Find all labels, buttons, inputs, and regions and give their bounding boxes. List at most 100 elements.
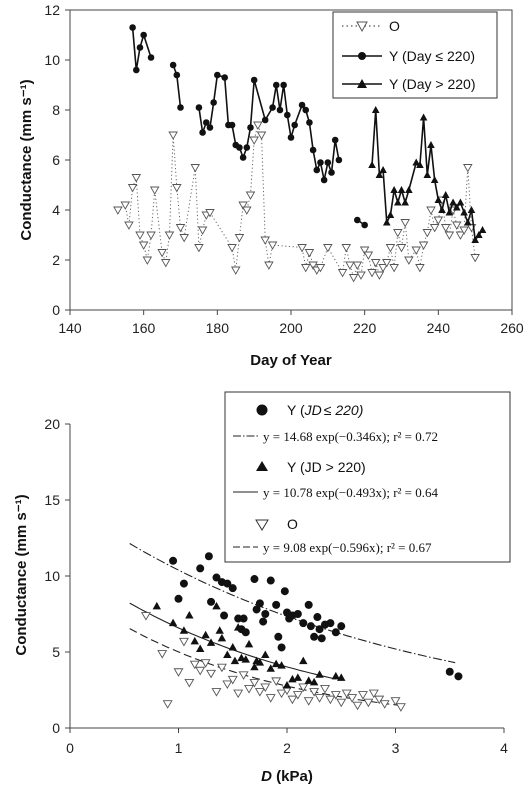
bottom-series-y-late-point — [206, 638, 216, 646]
top-series-o-point — [227, 244, 237, 253]
bottom-series-o-point — [287, 695, 298, 705]
bottom-series-o-point — [173, 668, 184, 677]
bottom-series-y-late-point — [212, 601, 221, 610]
bottom-series-y-early-point — [266, 576, 275, 585]
top-series-y-early-point — [261, 116, 269, 124]
bottom-series-y-early-point — [277, 643, 286, 652]
top-series-o-point — [245, 191, 256, 200]
bottom-series-y-late-point — [241, 655, 250, 663]
top-series-o-point — [451, 221, 462, 230]
top-series-y-late-point — [423, 171, 432, 178]
top-series-y-late-point — [456, 198, 465, 206]
top-series-y-late-point — [401, 198, 409, 206]
top-series-o-point — [164, 231, 175, 240]
top-series-y-early-point — [169, 61, 177, 69]
bottom-series-o-point — [178, 637, 189, 647]
bottom-series-o-point — [341, 689, 352, 699]
bottom-series-y-late-point — [230, 656, 240, 665]
bottom-series-y-early-point — [241, 628, 250, 637]
bottom-series-y-late-point — [277, 661, 286, 669]
top-series-y-late-point — [390, 186, 398, 193]
top-y-tick-label: 12 — [44, 2, 60, 18]
bottom-series-o-point — [352, 701, 363, 711]
bottom-series-y-late-point — [244, 639, 254, 648]
top-legend-o-marker — [356, 21, 368, 33]
top-x-tick-label: 140 — [58, 320, 82, 336]
top-series-o-point — [160, 259, 171, 268]
top-series-y-late-point — [412, 158, 421, 166]
bottom-series-y-early-point — [293, 610, 302, 618]
top-series-y-late-point — [427, 141, 435, 148]
top-series-y-early-point — [302, 106, 310, 114]
top-y-axis-label: Conductance (mm s⁻¹) — [18, 79, 35, 240]
top-series-o-point — [323, 244, 333, 253]
top-series-o-point — [356, 271, 366, 280]
bottom-series-y-late-point — [337, 673, 346, 681]
top-series-y-early-point — [214, 71, 221, 79]
bottom-series-y-late-point — [190, 636, 199, 645]
top-x-axis-label: Day of Year — [250, 352, 332, 369]
bottom-legend-y-late-label: Y (JD > 220) — [287, 459, 366, 475]
bottom-series-y-early-point — [454, 672, 463, 681]
bottom-series-o-point — [347, 694, 358, 703]
bottom-series-y-late-point — [266, 664, 275, 672]
top-legend-y-late-marker — [357, 79, 367, 88]
top-legend-o-label: O — [389, 18, 400, 34]
bottom-series-y-early-point — [204, 552, 213, 561]
top-series-y-early-line — [172, 64, 182, 108]
bottom-fit-o-curve — [129, 628, 401, 707]
top-series-y-early-point — [328, 169, 335, 176]
top-series-o-point — [205, 209, 215, 218]
top-series-y-early-point — [136, 44, 144, 51]
top-series-y-early-point — [147, 54, 155, 61]
top-series-y-early-point — [236, 144, 243, 151]
top-series-y-late-point — [430, 176, 439, 183]
top-series-y-late-point — [368, 161, 376, 168]
bottom-series-y-early-point — [252, 605, 261, 614]
bottom-series-o-point — [244, 685, 255, 694]
top-series-y-early-point — [195, 104, 203, 111]
top-series-o-point — [249, 136, 259, 145]
top-series-y-early-point — [306, 119, 313, 126]
bottom-legend-y-early-suffix: ) — [357, 402, 364, 418]
top-x-tick-label: 220 — [353, 320, 377, 336]
top-series-o-point — [197, 226, 208, 235]
bottom-series-o-point — [249, 678, 260, 688]
bottom-series-y-late-point — [215, 626, 224, 634]
bottom-tick-labels: 0 1 2 3 4 0 5 10 15 20 — [44, 416, 508, 756]
bottom-series-y-early-point — [313, 613, 322, 622]
top-series-y-early-point — [239, 154, 247, 161]
bottom-y-tick-label: 20 — [44, 416, 60, 432]
top-series-y-early-point — [335, 156, 343, 164]
top-series-o-point — [142, 256, 153, 265]
bottom-series-o-point — [222, 680, 233, 690]
top-x-tick-label: 180 — [206, 320, 230, 336]
bottom-series-y-early-point — [250, 575, 259, 584]
top-y-tick-label: 0 — [52, 302, 60, 318]
top-series-o-point — [113, 206, 123, 215]
bottom-legend-fit2-equation: y = 10.78 exp(−0.493x); r² = 0.64 — [263, 485, 439, 500]
bottom-series-o-point — [157, 650, 168, 659]
top-series-o-point — [264, 261, 274, 270]
top-series-y-early-point — [313, 166, 321, 174]
top-series-o-point — [444, 231, 455, 240]
bottom-series-y-late-point — [201, 630, 210, 639]
bottom-series-o-point — [336, 698, 347, 708]
bottom-series-y-early-point — [220, 611, 229, 620]
top-series-o-point — [124, 221, 134, 230]
bottom-series-y-early-point — [304, 600, 313, 609]
top-series-y-late-point — [467, 206, 476, 213]
top-series-o-point — [341, 244, 352, 253]
top-series-y-early-point — [228, 121, 236, 129]
top-tick-labels: 140 160 180 200 220 240 260 0 2 4 6 8 10 12 — [44, 2, 523, 336]
top-series-y-early-point — [317, 159, 324, 166]
top-series-o-point — [175, 224, 186, 233]
top-x-tick-label: 200 — [279, 320, 303, 336]
bottom-series-o-point — [184, 678, 195, 688]
top-series-y-late-point — [434, 196, 443, 203]
bottom-series-y-late-point — [223, 650, 232, 659]
bottom-series-o-point — [325, 695, 336, 705]
top-series-y-late-point — [416, 161, 424, 168]
top-series-o-point — [146, 231, 156, 240]
top-series-o-point — [463, 164, 473, 173]
